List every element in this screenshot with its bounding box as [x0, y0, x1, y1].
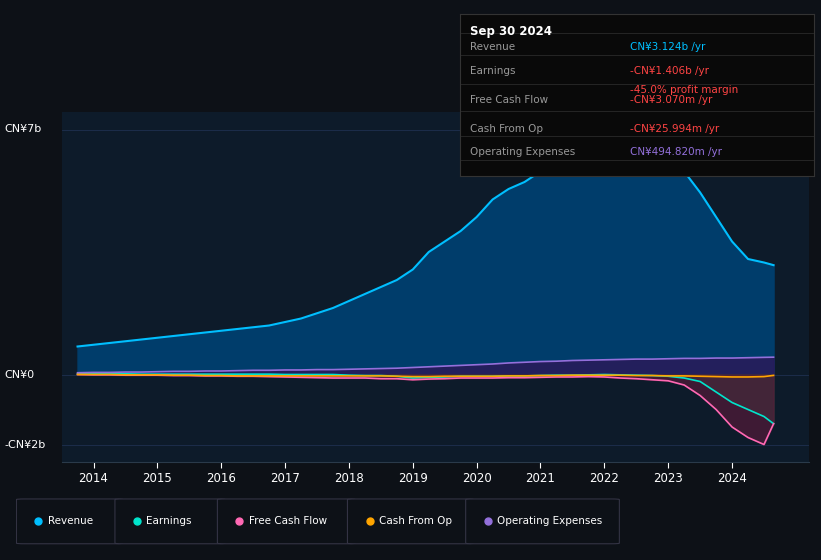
- Text: -CN¥3.070m /yr: -CN¥3.070m /yr: [630, 95, 713, 105]
- Text: -CN¥2b: -CN¥2b: [4, 440, 45, 450]
- FancyBboxPatch shape: [347, 499, 474, 544]
- FancyBboxPatch shape: [16, 499, 123, 544]
- Text: Operating Expenses: Operating Expenses: [498, 516, 603, 526]
- Text: Operating Expenses: Operating Expenses: [470, 147, 576, 157]
- Text: Earnings: Earnings: [146, 516, 192, 526]
- Text: Free Cash Flow: Free Cash Flow: [470, 95, 548, 105]
- Text: Earnings: Earnings: [470, 66, 516, 76]
- Text: -CN¥1.406b /yr: -CN¥1.406b /yr: [630, 66, 709, 76]
- Text: Sep 30 2024: Sep 30 2024: [470, 25, 553, 39]
- FancyBboxPatch shape: [218, 499, 355, 544]
- Text: Revenue: Revenue: [48, 516, 93, 526]
- Text: -45.0% profit margin: -45.0% profit margin: [630, 86, 738, 95]
- Text: Revenue: Revenue: [470, 41, 516, 52]
- FancyBboxPatch shape: [115, 499, 225, 544]
- FancyBboxPatch shape: [466, 499, 619, 544]
- Text: CN¥3.124b /yr: CN¥3.124b /yr: [630, 41, 705, 52]
- Text: CN¥0: CN¥0: [4, 370, 34, 380]
- Text: CN¥7b: CN¥7b: [4, 124, 41, 134]
- Text: Free Cash Flow: Free Cash Flow: [249, 516, 327, 526]
- Text: -CN¥25.994m /yr: -CN¥25.994m /yr: [630, 124, 719, 134]
- Text: CN¥494.820m /yr: CN¥494.820m /yr: [630, 147, 722, 157]
- Text: Cash From Op: Cash From Op: [379, 516, 452, 526]
- Text: Cash From Op: Cash From Op: [470, 124, 544, 134]
